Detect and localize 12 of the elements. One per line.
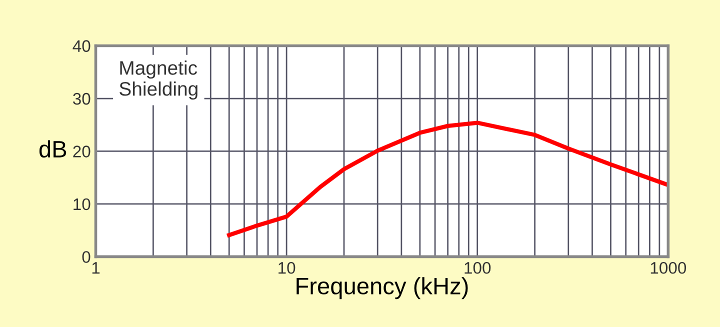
y-tick-label: 10: [74, 198, 90, 210]
x-tick-label: 100: [464, 262, 491, 274]
x-tick-label: 10: [278, 262, 296, 274]
y-axis-title: dB: [39, 140, 66, 158]
y-tick-label: 40: [72, 40, 90, 52]
annotation: Magnetic Shielding: [120, 60, 198, 100]
y-tick-label: 20: [73, 146, 90, 158]
x-tick-label: 1: [92, 262, 100, 274]
x-tick-label: 1000: [650, 262, 686, 274]
y-tick-label: 30: [73, 92, 90, 105]
y-tick-label: 0: [82, 251, 90, 263]
x-axis-title: Frequency (kHz): [296, 277, 468, 300]
